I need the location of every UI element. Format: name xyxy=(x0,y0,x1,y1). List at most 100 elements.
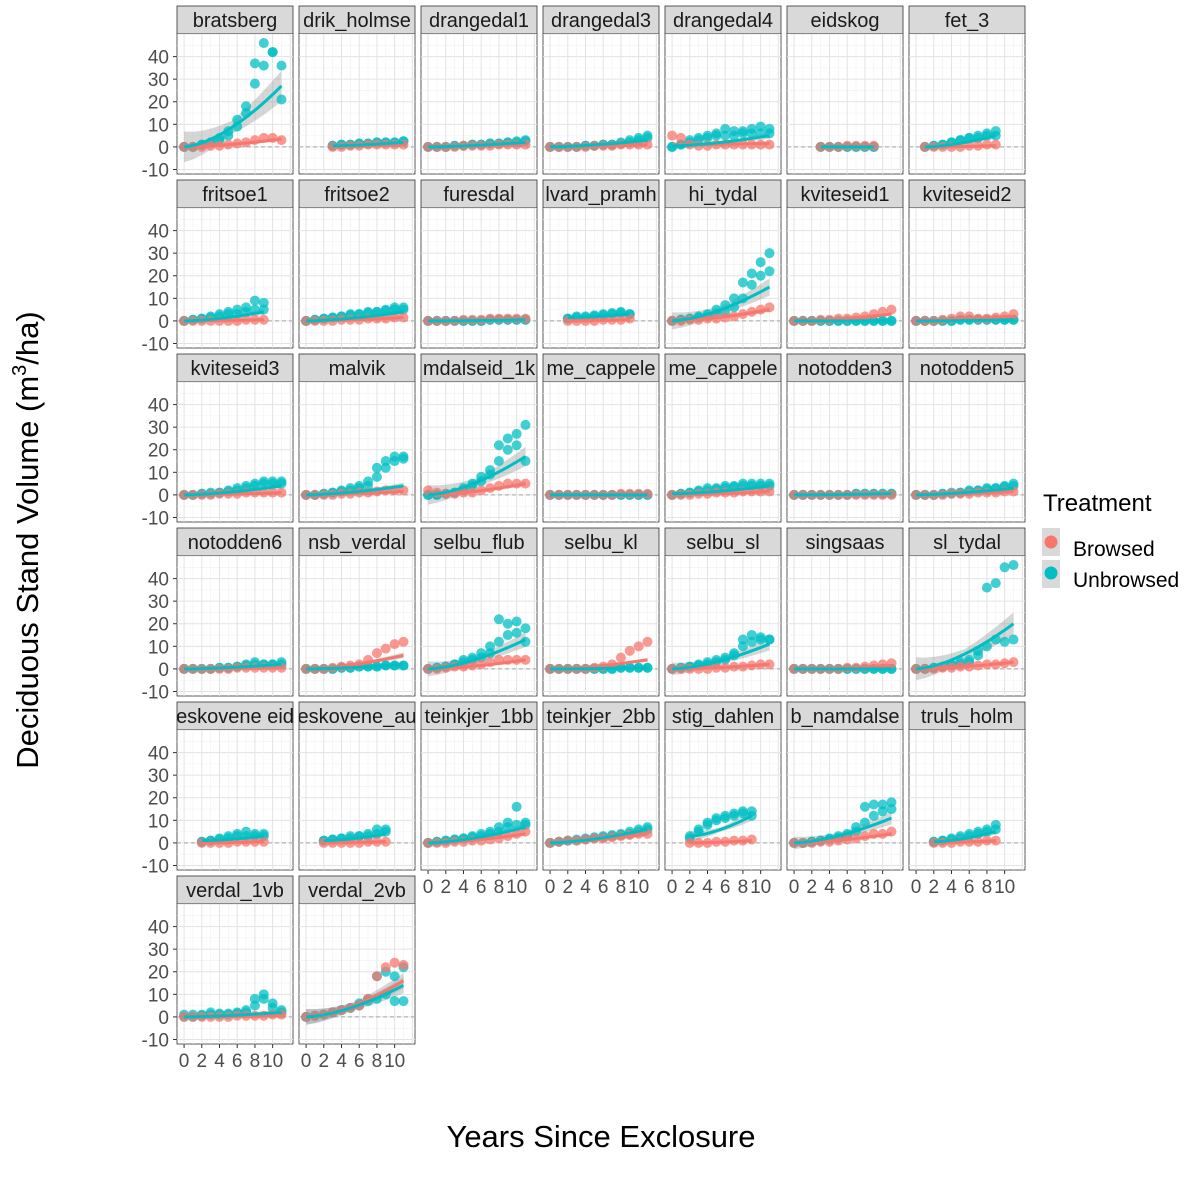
plot-area xyxy=(298,33,416,175)
y-tick-label: 20 xyxy=(148,441,169,462)
trend-line xyxy=(306,662,404,671)
plot-area xyxy=(542,729,660,871)
point-unbrowsed xyxy=(502,444,513,455)
x-tick-label: 2 xyxy=(197,1051,208,1072)
plot-area xyxy=(786,207,904,349)
strip-bg xyxy=(908,5,1026,35)
point-unbrowsed xyxy=(511,616,522,627)
strip-label: drangedal4 xyxy=(673,10,773,32)
strip-bg xyxy=(176,5,294,35)
point-unbrowsed xyxy=(702,132,713,143)
y-tick-label: -10 xyxy=(142,1030,169,1051)
x-tick-label: 0 xyxy=(301,1051,312,1072)
point-unbrowsed xyxy=(389,996,400,1007)
strip-label: b_namdalse xyxy=(791,706,900,728)
legend-title: Treatment xyxy=(1043,490,1152,517)
point-browsed xyxy=(667,130,678,141)
point-unbrowsed xyxy=(502,433,513,444)
point-unbrowsed xyxy=(711,130,722,141)
point-unbrowsed xyxy=(511,428,522,439)
trend-line xyxy=(428,825,526,845)
strip-label: nsb_verdal xyxy=(308,532,406,554)
strip-label: singsaas xyxy=(806,532,885,554)
trend-line xyxy=(323,840,386,845)
plot-area xyxy=(420,33,538,175)
point-unbrowsed xyxy=(389,456,400,467)
x-tick-label: 4 xyxy=(458,877,469,898)
point-unbrowsed xyxy=(729,810,740,821)
panel-19: notodden3 xyxy=(786,353,904,523)
point-unbrowsed xyxy=(973,650,984,661)
strip-label: malvik xyxy=(329,358,387,380)
x-tick-label: 10 xyxy=(750,877,771,898)
panel-18: me_cappele xyxy=(664,353,782,523)
strip-label: bratsberg xyxy=(193,10,278,32)
point-unbrowsed xyxy=(702,819,713,830)
strip-bg xyxy=(420,179,538,209)
y-axis-title-sup: 3 xyxy=(9,365,31,376)
strip-label: sl_tydal xyxy=(933,532,1001,554)
strip-bg xyxy=(786,353,904,383)
gridlines xyxy=(665,34,781,174)
x-tick-label: 6 xyxy=(232,1051,243,1072)
point-unbrowsed xyxy=(493,440,504,451)
strip-bg xyxy=(420,5,538,35)
point-browsed xyxy=(371,648,382,659)
trend-line xyxy=(183,84,283,149)
y-tick-label: 20 xyxy=(148,963,169,984)
panel-29: eskovene_au xyxy=(298,701,416,871)
trend-line xyxy=(924,134,997,149)
strip-label: drik_holmse xyxy=(303,10,411,32)
panel-17: me_cappele xyxy=(542,353,660,523)
point-browsed xyxy=(886,304,897,315)
y-tick-label: 0 xyxy=(158,660,169,681)
trend-line xyxy=(427,638,527,671)
x-axis-title: Years Since Exclosure xyxy=(446,1119,755,1154)
trend-line xyxy=(550,138,648,149)
point-unbrowsed xyxy=(502,618,513,629)
point-unbrowsed xyxy=(999,562,1010,573)
point-unbrowsed xyxy=(371,471,382,482)
strip-label: teinkjer_1bb xyxy=(425,706,534,728)
panel-2: drangedal1 xyxy=(420,5,538,175)
trend-line xyxy=(671,642,771,671)
legend-label-browsed: Browsed xyxy=(1073,538,1155,561)
trend-line xyxy=(550,666,648,671)
plot-area xyxy=(542,555,660,697)
plot-area xyxy=(786,555,904,697)
trend-line xyxy=(184,1010,282,1019)
x-tick-label: 6 xyxy=(720,877,731,898)
strip-label: selbu_flub xyxy=(433,532,524,554)
point-browsed xyxy=(380,643,391,654)
x-tick-label: 0 xyxy=(789,877,800,898)
plot-area xyxy=(908,207,1026,349)
strip-bg xyxy=(542,353,660,383)
x-tick-label: 6 xyxy=(964,877,975,898)
point-unbrowsed xyxy=(746,128,757,139)
x-tick-label: 4 xyxy=(946,877,957,898)
point-browsed xyxy=(615,652,626,663)
point-unbrowsed xyxy=(764,266,775,277)
trend-line xyxy=(428,482,526,497)
plot-area xyxy=(176,381,294,523)
y-tick-label: 40 xyxy=(148,48,169,69)
panel-4: drangedal4 xyxy=(664,5,782,175)
trend-line xyxy=(567,312,630,320)
panel-13: kviteseid2 xyxy=(908,179,1026,349)
y-axis-title-main: Deciduous Stand Volume (m xyxy=(10,376,45,769)
panel-6: fet_3 xyxy=(908,5,1026,175)
y-axis-title: Deciduous Stand Volume (m3/ha) xyxy=(9,311,45,768)
point-unbrowsed xyxy=(520,419,531,430)
x-tick-label: 6 xyxy=(598,877,609,898)
gridlines xyxy=(787,208,903,348)
point-unbrowsed xyxy=(493,636,504,647)
y-tick-label: 10 xyxy=(148,637,169,658)
trend-line xyxy=(550,827,648,845)
y-tick-label: 30 xyxy=(148,940,169,961)
x-tick-label: 2 xyxy=(563,877,574,898)
strip-label: teinkjer_2bb xyxy=(547,706,656,728)
point-unbrowsed xyxy=(764,634,775,645)
plot-area xyxy=(542,33,660,175)
plot-area xyxy=(298,207,416,349)
strip-label: stig_dahlen xyxy=(672,706,774,728)
